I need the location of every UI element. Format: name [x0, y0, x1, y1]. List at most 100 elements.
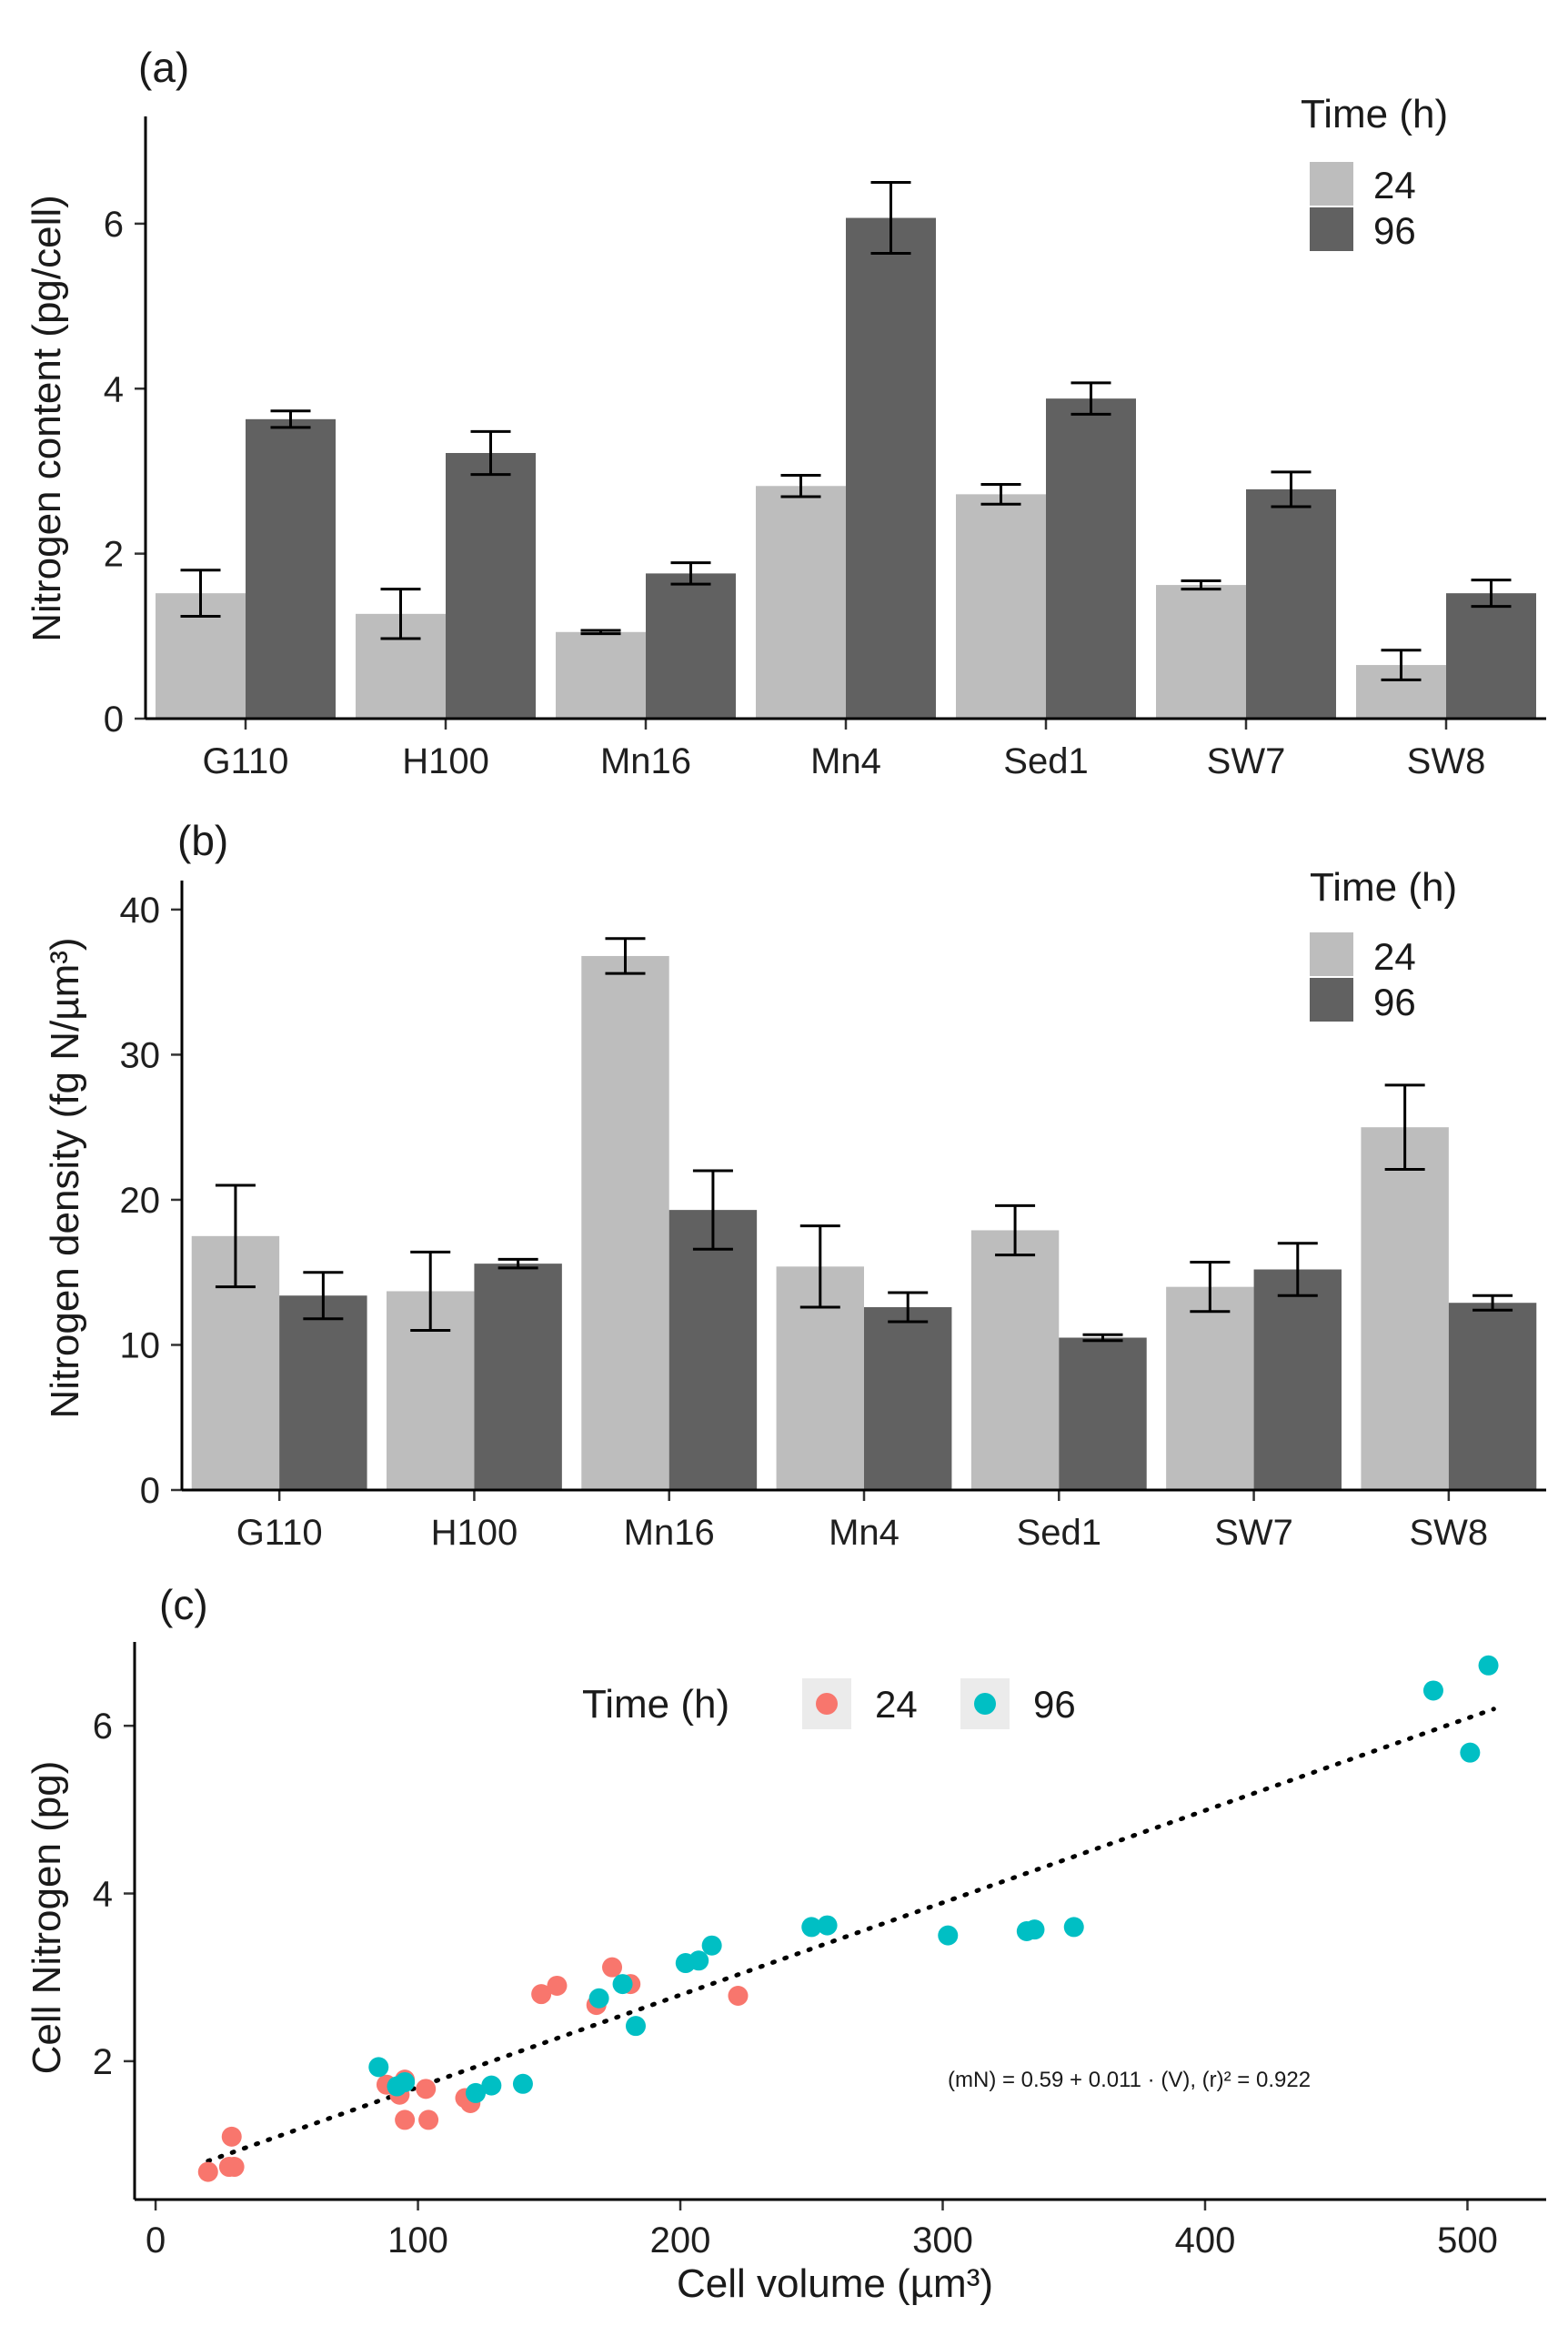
panel-c-point-96-13: [817, 1915, 838, 1936]
panel-c-point-96-17: [1063, 1917, 1084, 1938]
panel-b-errorbar-sw8-96: [1473, 1294, 1513, 1312]
panel-c-x-axis-title: Cell volume (µm³): [677, 2261, 993, 2306]
panel-c-label: (c): [159, 1581, 208, 1628]
panel-c-x-tick-label-100: 100: [387, 2220, 448, 2260]
panel-c-x-tick-label-400: 400: [1175, 2220, 1236, 2260]
panel-a-y-tick-label-4: 4: [104, 369, 124, 409]
panel-c-legend-marker-24: [816, 1693, 838, 1715]
panel-a-bar-sw7-24: [1156, 585, 1246, 719]
panel-c-point-96-14: [938, 1925, 959, 1946]
panel-c-legend-label-24: 24: [875, 1683, 918, 1726]
panel-b-errorbar-mn16-96: [692, 1169, 733, 1251]
panel-c-point-96-12: [801, 1917, 822, 1938]
panel-b-y-tick-label-0: 0: [140, 1471, 160, 1511]
panel-c-point-96-3: [466, 2082, 487, 2103]
panel-a-x-tick-label-sed1: Sed1: [1003, 741, 1088, 781]
panel-c-point-96-10: [689, 1950, 709, 1971]
panel-b-errorbar-sed1-24: [995, 1203, 1036, 1257]
panel-b-bar-sw8-24: [1361, 1127, 1449, 1490]
panel-c-point-24-6: [395, 2109, 416, 2130]
panel-b-y-tick-label-40: 40: [120, 891, 161, 931]
panel-b-y-tick-label-10: 10: [120, 1325, 161, 1365]
panel-b-bar-mn16-24: [581, 955, 669, 1490]
panel-c-point-96-11: [701, 1935, 722, 1956]
panel-a-label: (a): [138, 44, 189, 91]
panel-b-errorbar-mn16-24: [605, 937, 646, 975]
panel-c-point-24-7: [416, 2079, 437, 2099]
panel-c-point-24-12: [547, 1975, 568, 1996]
panel-b-bar-h100-96: [474, 1264, 562, 1490]
panel-a-x-tick-label-mn4: Mn4: [810, 741, 881, 781]
panel-c-y-tick-label-6: 6: [93, 1707, 113, 1747]
panel-b-y-tick-label-30: 30: [120, 1035, 161, 1075]
panel-c-legend-marker-96: [974, 1693, 996, 1715]
panel-b-errorbar-sed1-96: [1082, 1333, 1123, 1343]
panel-a-errorbar-h100-24: [380, 588, 421, 640]
panel-a-bar-sw7-96: [1246, 488, 1336, 719]
panel-b-x-tick-label-sw7: SW7: [1214, 1513, 1293, 1553]
panel-a-errorbar-mn16-24: [580, 629, 621, 636]
panel-c-point-24-14: [602, 1957, 623, 1978]
panel-c-y-tick-label-2: 2: [93, 2042, 113, 2082]
panel-c-y-tick-label-4: 4: [93, 1875, 113, 1915]
panel-b-bar-sw7-24: [1166, 1286, 1254, 1490]
panel-a-bar-mn4-24: [756, 486, 846, 719]
panel-b-legend: Time (h) 24 96: [1310, 865, 1457, 1023]
panel-b-bar-sw8-96: [1448, 1303, 1537, 1490]
panel-b-errorbar-h100-96: [498, 1257, 538, 1270]
panel-c-scatter: (c) Cell Nitrogen (pg) Cell volume (µm³)…: [25, 1581, 1546, 2306]
panel-b-errorbar-mn4-96: [888, 1291, 929, 1324]
panel-c-fit-equation: (mN) = 0.59 + 0.011 · (V), (r)² = 0.922: [948, 2068, 1311, 2092]
panel-a-errorbar-sw7-24: [1181, 579, 1221, 591]
panel-b-legend-label-24: 24: [1373, 935, 1416, 978]
panel-c-point-24-11: [531, 1984, 552, 2005]
panel-b-bar-g110-96: [279, 1295, 367, 1490]
panel-c-point-24-2: [224, 2157, 245, 2178]
panel-a-bar-h100-96: [446, 452, 536, 719]
panel-a-errorbar-mn16-96: [670, 561, 711, 586]
panel-c-point-96-5: [512, 2073, 533, 2094]
panel-a-legend: Time (h) 24 96: [1301, 92, 1448, 252]
panel-c-point-24-16: [728, 1986, 749, 2007]
panel-b-label: (b): [177, 817, 228, 864]
panel-a-errorbar-sw8-96: [1471, 579, 1512, 609]
panel-c-x-tick-label-0: 0: [146, 2220, 166, 2260]
panel-a-y-tick-label-2: 2: [104, 535, 124, 575]
panel-b-bar-sw7-96: [1253, 1269, 1342, 1490]
panel-b-errorbar-h100-24: [410, 1250, 451, 1333]
panel-b-bar-sed1-96: [1059, 1337, 1147, 1490]
panel-a-y-axis-title: Nitrogen content (pg/cell): [25, 195, 69, 642]
panel-b-legend-title: Time (h): [1310, 865, 1457, 910]
panel-a-bar-mn16-24: [556, 631, 646, 719]
panel-a-errorbar-mn4-24: [780, 473, 821, 498]
panel-b-x-tick-label-mn16: Mn16: [624, 1513, 715, 1553]
panel-b-bar-sed1-24: [970, 1230, 1060, 1490]
panel-a-bar-mn16-96: [646, 573, 736, 719]
panel-b-legend-label-96: 96: [1373, 981, 1416, 1023]
panel-c-point-96-19: [1460, 1742, 1481, 1763]
panel-b-legend-swatch-24: [1310, 932, 1353, 976]
panel-c-point-96-0: [368, 2057, 389, 2078]
panel-a-legend-swatch-24: [1310, 162, 1353, 206]
panel-c-x-tick-label-500: 500: [1437, 2220, 1498, 2260]
panel-b-y-tick-label-20: 20: [120, 1181, 161, 1221]
panel-c-point-24-8: [418, 2109, 439, 2130]
panel-a-legend-label-96: 96: [1373, 209, 1416, 252]
panel-a-legend-swatch-96: [1310, 207, 1353, 251]
panel-c-x-tick-label-200: 200: [650, 2220, 711, 2260]
panel-a-x-tick-label-sw8: SW8: [1407, 741, 1486, 781]
panel-a-errorbar-sed1-96: [1070, 381, 1111, 416]
panel-a-x-tick-label-g110: G110: [203, 741, 289, 781]
panel-c-point-24-3: [221, 2126, 242, 2147]
panel-a-nitrogen-content: (a) Nitrogen content (pg/cell) Time (h) …: [25, 44, 1546, 781]
panel-c-point-96-18: [1422, 1680, 1443, 1701]
panel-c-legend-label-96: 96: [1033, 1683, 1076, 1726]
panel-c-point-96-16: [1024, 1919, 1045, 1940]
panel-b-x-tick-label-g110: G110: [236, 1513, 323, 1553]
panel-b-x-tick-label-h100: H100: [431, 1513, 518, 1553]
panel-c-point-96-4: [481, 2075, 502, 2096]
panel-a-legend-label-24: 24: [1373, 164, 1416, 206]
panel-c-legend: Time (h) 24 96: [582, 1678, 1076, 1729]
panel-a-legend-title: Time (h): [1301, 92, 1448, 136]
panel-a-errorbar-g110-24: [180, 569, 221, 619]
